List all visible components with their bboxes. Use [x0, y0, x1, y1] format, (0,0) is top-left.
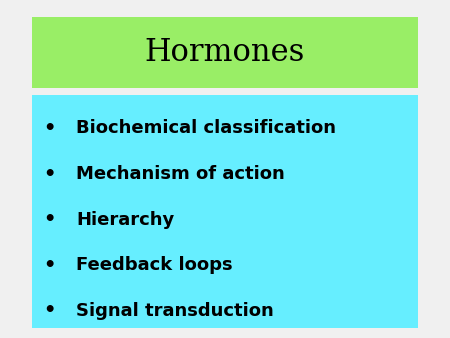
Text: Hormones: Hormones	[145, 37, 305, 68]
Text: •: •	[43, 119, 56, 138]
Text: •: •	[43, 165, 56, 184]
Text: Feedback loops: Feedback loops	[76, 256, 233, 274]
Bar	[32, 95, 419, 328]
Text: Mechanism of action: Mechanism of action	[76, 165, 285, 183]
Text: Hierarchy: Hierarchy	[76, 211, 175, 229]
Text: •: •	[43, 210, 56, 229]
Text: •: •	[43, 301, 56, 320]
Text: Biochemical classification: Biochemical classification	[76, 119, 337, 138]
Text: •: •	[43, 256, 56, 275]
Bar	[32, 17, 419, 88]
Text: Signal transduction: Signal transduction	[76, 302, 274, 320]
